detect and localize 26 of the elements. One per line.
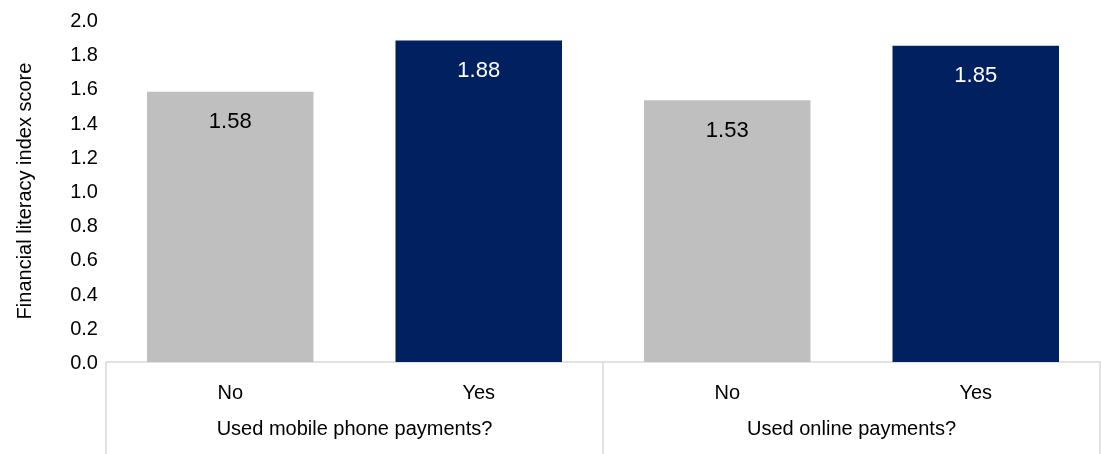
x-tick-label: Yes: [959, 381, 993, 403]
data-label: 1.88: [457, 57, 501, 83]
y-tick-label: 2.0: [70, 9, 98, 31]
x-tick-label: No: [714, 381, 741, 403]
text: Used online payments?: [746, 417, 957, 439]
x-tick-label: Yes: [462, 381, 496, 403]
y-tick-label: 1.8: [70, 43, 98, 66]
y-tick-label: 1.2: [70, 145, 98, 168]
y-tick-label: 1.4: [70, 111, 98, 134]
y-tick-label: 0.6: [70, 248, 98, 271]
y-tick-label: 0.4: [70, 282, 98, 305]
x-tick-label: No: [217, 381, 244, 403]
data-label: 1.58: [208, 108, 252, 134]
bar: [395, 40, 562, 362]
bar: [892, 45, 1059, 362]
bar: [147, 91, 314, 362]
y-tick-label: 0.8: [70, 214, 98, 237]
y-axis-title: Financial literacy index score: [13, 62, 35, 320]
bar: [644, 100, 811, 362]
y-tick-label: 0.0: [70, 351, 98, 373]
data-label: 1.85: [954, 62, 998, 88]
text: Used mobile phone payments?: [216, 417, 493, 439]
data-label: 1.53: [705, 116, 749, 142]
y-tick-label: 1.6: [70, 77, 98, 100]
y-tick-label: 0.2: [70, 316, 98, 339]
y-tick-label: 1.0: [70, 180, 98, 202]
